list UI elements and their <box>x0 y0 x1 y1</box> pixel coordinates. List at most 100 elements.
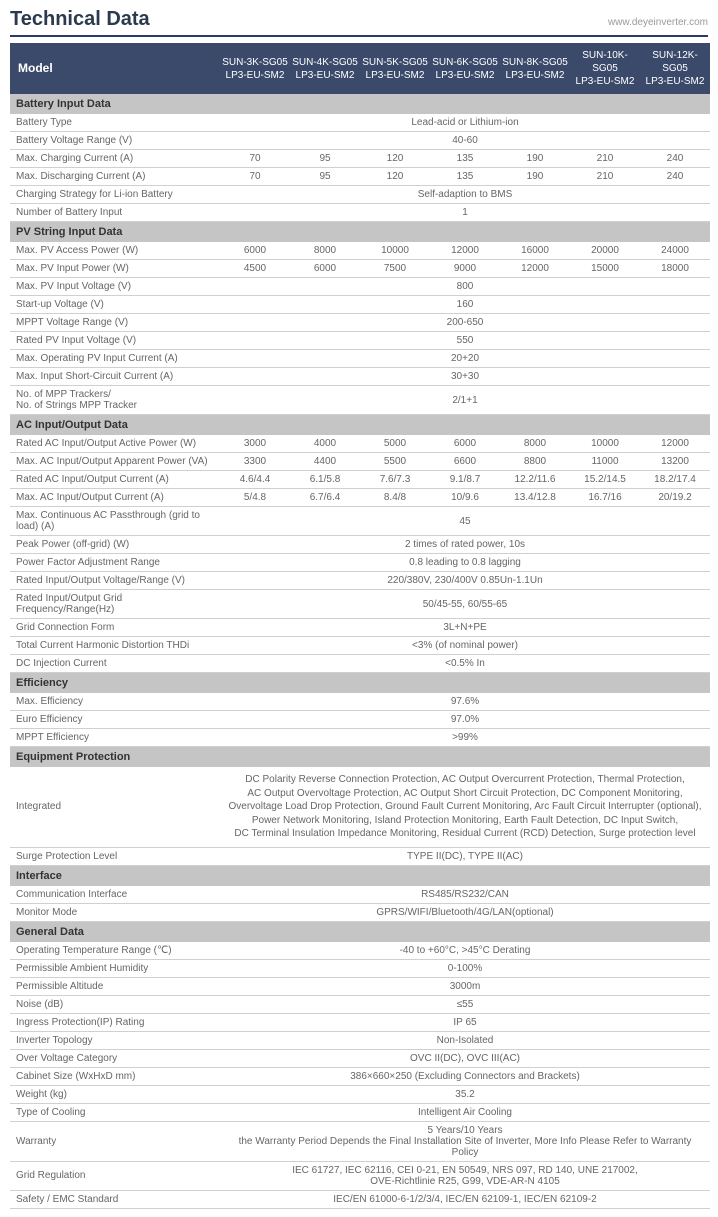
table-row: Max. Operating PV Input Current (A)20+20 <box>10 350 710 368</box>
spec-table-body: Battery Input DataBattery TypeLead-acid … <box>10 94 710 1208</box>
row-label: Permissible Ambient Humidity <box>10 959 220 977</box>
row-value: 6000 <box>220 242 290 260</box>
row-value: 12000 <box>430 242 500 260</box>
row-label: Warranty <box>10 1121 220 1161</box>
row-value: 190 <box>500 150 570 168</box>
row-value: 5/4.8 <box>220 489 290 507</box>
row-value: 135 <box>430 150 500 168</box>
row-value: 4500 <box>220 260 290 278</box>
table-row: MPPT Voltage Range (V)200-650 <box>10 314 710 332</box>
row-value: 10000 <box>570 435 640 453</box>
row-label: Cabinet Size (WxHxD mm) <box>10 1067 220 1085</box>
page-title: Technical Data <box>10 8 150 31</box>
row-value: 6000 <box>290 260 360 278</box>
row-value: 6.7/6.4 <box>290 489 360 507</box>
model-col: SUN-8K-SG05LP3-EU-SM2 <box>500 43 570 94</box>
row-label: Over Voltage Category <box>10 1049 220 1067</box>
row-value: 18000 <box>640 260 710 278</box>
table-row: Warranty5 Years/10 Yearsthe Warranty Per… <box>10 1121 710 1161</box>
row-value-span: 35.2 <box>220 1085 710 1103</box>
row-value-span: -40 to +60°C, >45°C Derating <box>220 942 710 960</box>
row-value-span: 550 <box>220 332 710 350</box>
table-row: Max. PV Input Power (W)45006000750090001… <box>10 260 710 278</box>
table-row: No. of MPP Trackers/No. of Strings MPP T… <box>10 386 710 415</box>
model-col: SUN-4K-SG05LP3-EU-SM2 <box>290 43 360 94</box>
row-value-span: 220/380V, 230/400V 0.85Un-1.1Un <box>220 572 710 590</box>
table-row: Max. Charging Current (A)709512013519021… <box>10 150 710 168</box>
row-label: Noise (dB) <box>10 995 220 1013</box>
row-value-span: RS485/RS232/CAN <box>220 886 710 904</box>
row-value-span: DC Polarity Reverse Connection Protectio… <box>220 767 710 847</box>
site-url: www.deyeinverter.com <box>608 17 708 28</box>
section-header: Battery Input Data <box>10 94 710 114</box>
row-label: Max. Operating PV Input Current (A) <box>10 350 220 368</box>
table-row: Max. Continuous AC Passthrough (grid to … <box>10 507 710 536</box>
row-value: 12000 <box>640 435 710 453</box>
row-label: Safety / EMC Standard <box>10 1190 220 1208</box>
section-title: AC Input/Output Data <box>10 415 710 436</box>
row-value-span: Self-adaption to BMS <box>220 186 710 204</box>
section-title: Efficiency <box>10 673 710 694</box>
row-label: Max. Input Short-Circuit Current (A) <box>10 368 220 386</box>
row-label: Max. Efficiency <box>10 693 220 711</box>
section-header: Efficiency <box>10 673 710 694</box>
row-value-span: ≤55 <box>220 995 710 1013</box>
row-value: 11000 <box>570 453 640 471</box>
row-value: 16.7/16 <box>570 489 640 507</box>
row-value-span: IP 65 <box>220 1013 710 1031</box>
page: Technical Data www.deyeinverter.com Mode… <box>0 0 718 1217</box>
model-header-row: Model SUN-3K-SG05LP3-EU-SM2 SUN-4K-SG05L… <box>10 43 710 94</box>
row-value-span: TYPE II(DC), TYPE II(AC) <box>220 847 710 865</box>
row-label: Number of Battery Input <box>10 204 220 222</box>
row-label: Ingress Protection(IP) Rating <box>10 1013 220 1031</box>
row-value: 16000 <box>500 242 570 260</box>
row-value: 3300 <box>220 453 290 471</box>
row-label: Rated Input/Output Voltage/Range (V) <box>10 572 220 590</box>
row-label: Rated AC Input/Output Active Power (W) <box>10 435 220 453</box>
row-label: Integrated <box>10 767 220 847</box>
row-value-span: 50/45-55, 60/55-65 <box>220 590 710 619</box>
row-value: 6.1/5.8 <box>290 471 360 489</box>
row-label: Start-up Voltage (V) <box>10 296 220 314</box>
row-label: Peak Power (off-grid) (W) <box>10 536 220 554</box>
row-label: Euro Efficiency <box>10 711 220 729</box>
section-header: Equipment Protection <box>10 747 710 768</box>
table-row: Type of CoolingIntelligent Air Cooling <box>10 1103 710 1121</box>
table-row: Max. PV Access Power (W)6000800010000120… <box>10 242 710 260</box>
table-row: Euro Efficiency97.0% <box>10 711 710 729</box>
table-row: Rated AC Input/Output Active Power (W)30… <box>10 435 710 453</box>
row-value: 6000 <box>430 435 500 453</box>
row-value: 7.6/7.3 <box>360 471 430 489</box>
row-value-span: 97.0% <box>220 711 710 729</box>
table-row: Max. Input Short-Circuit Current (A)30+3… <box>10 368 710 386</box>
spec-table: Model SUN-3K-SG05LP3-EU-SM2 SUN-4K-SG05L… <box>10 43 710 1209</box>
row-value: 135 <box>430 168 500 186</box>
row-value: 210 <box>570 168 640 186</box>
row-label: Inverter Topology <box>10 1031 220 1049</box>
row-value: 4.6/4.4 <box>220 471 290 489</box>
row-value: 3000 <box>220 435 290 453</box>
row-value-span: 0-100% <box>220 959 710 977</box>
table-row: Battery Voltage Range (V)40-60 <box>10 132 710 150</box>
table-row: Rated Input/Output Grid Frequency/Range(… <box>10 590 710 619</box>
table-row: Monitor ModeGPRS/WIFI/Bluetooth/4G/LAN(o… <box>10 903 710 921</box>
row-value-span: Intelligent Air Cooling <box>220 1103 710 1121</box>
table-row: Rated AC Input/Output Current (A)4.6/4.4… <box>10 471 710 489</box>
row-value: 4400 <box>290 453 360 471</box>
row-value-span: 97.6% <box>220 693 710 711</box>
table-row: Communication InterfaceRS485/RS232/CAN <box>10 886 710 904</box>
section-header: PV String Input Data <box>10 222 710 243</box>
row-label: Max. AC Input/Output Current (A) <box>10 489 220 507</box>
table-row: Safety / EMC StandardIEC/EN 61000-6-1/2/… <box>10 1190 710 1208</box>
row-value: 95 <box>290 150 360 168</box>
row-value: 5000 <box>360 435 430 453</box>
table-row: Max. AC Input/Output Current (A)5/4.86.7… <box>10 489 710 507</box>
row-value-span: <0.5% In <box>220 655 710 673</box>
table-row: Over Voltage CategoryOVC II(DC), OVC III… <box>10 1049 710 1067</box>
table-row: Max. PV Input Voltage (V)800 <box>10 278 710 296</box>
row-value: 4000 <box>290 435 360 453</box>
row-value-span: >99% <box>220 729 710 747</box>
row-label: Surge Protection Level <box>10 847 220 865</box>
table-row: Permissible Altitude3000m <box>10 977 710 995</box>
row-value: 10000 <box>360 242 430 260</box>
